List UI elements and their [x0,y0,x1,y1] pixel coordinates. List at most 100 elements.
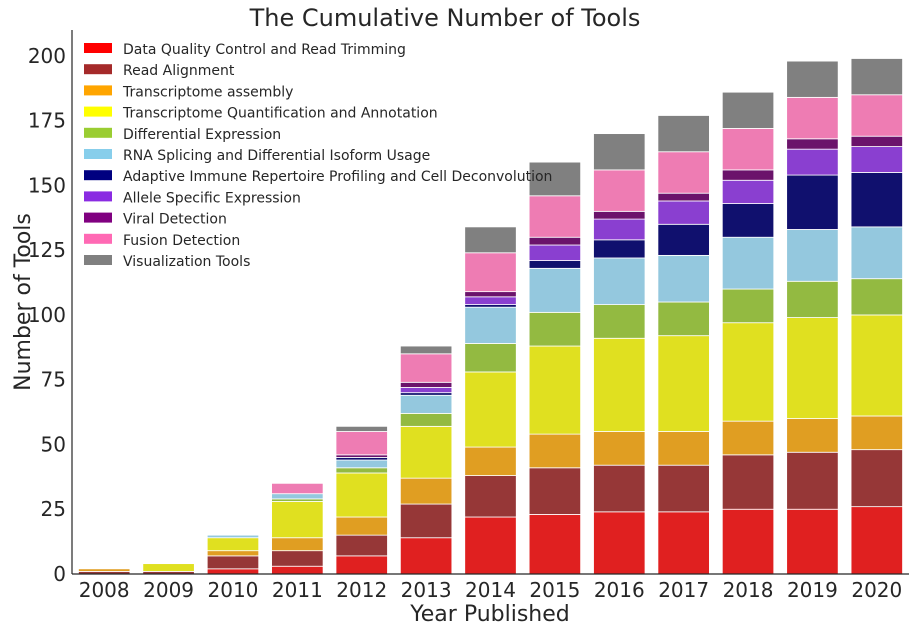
y-tick-label-175: 175 [28,109,66,133]
bar-segment-2019-7 [786,148,839,176]
bar-segment-2015-2 [528,433,582,469]
bar-segment-2015-9 [528,195,582,238]
bar-segment-2014-4 [464,343,517,373]
bar-segment-2013-1 [399,503,453,539]
bar-segment-2018-5 [721,236,775,290]
bar-segment-2012-3 [335,472,388,518]
bars-layer [78,58,903,575]
bar-segment-2013-0 [399,537,453,575]
legend-swatch-0 [84,43,112,53]
y-tick-label-75: 75 [41,368,66,392]
bar-segment-2014-2 [464,446,517,476]
bar-segment-2014-3 [464,371,517,448]
y-tick-label-0: 0 [53,562,66,586]
legend-label-2: Transcriptome assembly [122,84,293,100]
bar-segment-2020-9 [850,94,903,137]
bar-segment-2008-2 [78,568,131,572]
bar-segment-2019-10 [786,60,839,98]
legend-label-0: Data Quality Control and Read Trimming [123,42,406,58]
x-tick-label-2014: 2014 [465,578,516,602]
bar-segment-2019-8 [786,138,839,150]
bar-segment-2017-1 [657,464,710,513]
bar-segment-2012-5 [335,459,388,469]
bar-segment-2019-0 [786,508,839,575]
bar-segment-2018-3 [721,322,775,422]
bar-segment-2010-2 [206,550,260,557]
bar-segment-2020-1 [850,449,903,508]
y-tick-label-50: 50 [41,432,66,456]
bar-segment-2017-10 [657,115,710,153]
bar-segment-2020-7 [850,146,903,173]
bar-segment-2017-8 [657,192,710,202]
bar-segment-2016-5 [593,257,646,305]
bar-segment-2016-8 [593,210,646,220]
bar-segment-2020-6 [850,172,903,228]
bar-segment-2019-5 [786,229,839,282]
bar-segment-2018-2 [721,420,775,456]
x-tick-label-2017: 2017 [658,578,709,602]
legend-swatch-8 [84,212,112,223]
x-tick-label-2012: 2012 [336,578,387,602]
bar-segment-2014-7 [464,296,517,305]
bar-segment-2017-7 [657,200,710,225]
x-tick-label-2011: 2011 [272,578,323,602]
bar-segment-2014-1 [464,475,517,518]
legend-label-6: Adaptive Immune Repertoire Profiling and… [123,169,552,185]
bar-segment-2015-10 [528,161,582,197]
bar-segment-2011-5 [271,493,324,500]
bar-segment-2015-4 [528,311,582,347]
bar-segment-2019-4 [786,280,839,318]
bar-segment-2016-9 [593,169,646,212]
x-tick-label-2008: 2008 [79,578,130,602]
bar-segment-2020-5 [850,226,903,280]
bar-segment-2013-3 [399,425,453,479]
bar-segment-2015-3 [528,345,582,435]
bar-segment-2014-9 [464,252,517,293]
legend-swatch-10 [84,255,112,265]
bar-segment-2020-8 [850,135,903,147]
bar-segment-2016-10 [593,133,646,171]
legend-label-4: Differential Expression [123,127,281,143]
legend-swatch-4 [84,127,112,138]
bar-segment-2011-0 [271,565,324,575]
legend-label-10: Visualization Tools [123,254,250,270]
bar-segment-2014-8 [464,291,517,298]
bar-segment-2010-3 [206,537,260,552]
bar-segment-2019-9 [786,96,839,140]
bar-segment-2018-7 [721,179,775,204]
bar-segment-2012-10 [335,425,388,432]
bar-segment-2016-7 [593,218,646,241]
bar-segment-2012-1 [335,534,388,557]
bar-segment-2009-3 [142,563,195,572]
bar-segment-2018-8 [721,169,775,181]
bar-segment-2017-4 [657,301,710,337]
x-tick-label-2010: 2010 [208,578,259,602]
bar-segment-2014-10 [464,226,517,254]
bar-segment-2012-0 [335,555,388,575]
bar-segment-2015-0 [528,514,582,575]
legend-swatch-1 [84,64,112,75]
bar-segment-2010-5 [206,534,260,539]
bar-segment-2015-8 [528,236,582,246]
bar-segment-2012-2 [335,516,388,536]
bar-segment-2013-9 [399,353,453,383]
bar-segment-2010-0 [206,568,260,575]
bar-segment-2016-3 [593,337,646,432]
x-tick-label-2020: 2020 [851,578,902,602]
bar-segment-2020-0 [850,506,903,575]
legend-swatch-5 [84,149,112,159]
bar-segment-2013-4 [399,412,453,427]
bar-segment-2018-4 [721,288,775,324]
bar-segment-2013-7 [399,387,453,394]
bar-segment-2020-10 [850,58,903,96]
legend-swatch-6 [84,170,112,181]
bar-segment-2013-10 [399,345,453,355]
bar-segment-2018-1 [721,454,775,510]
bar-segment-2017-6 [657,223,710,256]
x-tick-label-2019: 2019 [787,578,838,602]
bar-segment-2019-2 [786,418,839,453]
bar-segment-2015-1 [528,467,582,515]
bar-segment-2011-9 [271,482,324,495]
legend-label-5: RNA Splicing and Differential Isoform Us… [123,148,430,164]
